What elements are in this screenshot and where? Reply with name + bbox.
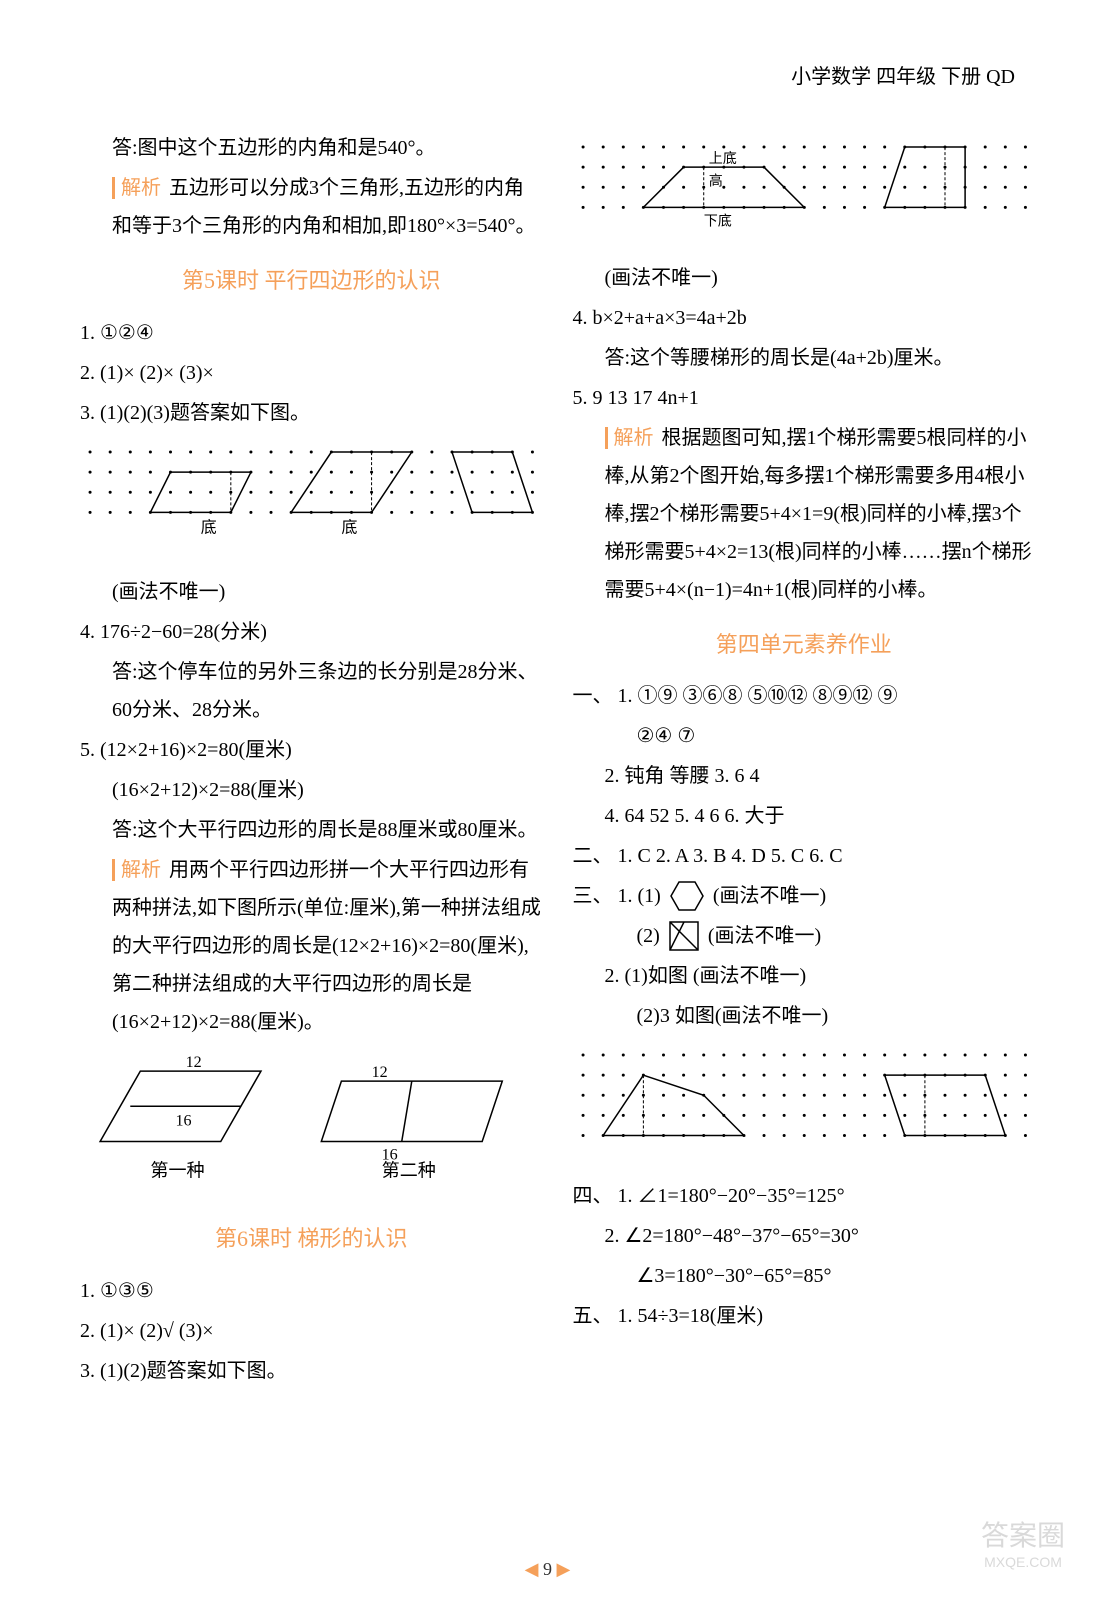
text-line: 答:图中这个五边形的内角和是540°。	[80, 129, 543, 167]
list-item: 一、 1. ①⑨ ③⑥⑧ ⑤⑩⑫ ⑧⑨⑫ ⑨	[573, 677, 1036, 715]
list-item: 4. 176÷2−60=28(分米)	[80, 613, 543, 651]
analysis-label: 解析	[112, 177, 161, 199]
text-line: 2. (1)如图 (画法不唯一)	[573, 957, 1036, 995]
svg-text:16: 16	[176, 1113, 192, 1130]
section-title-lesson5: 第5课时 平行四边形的认识	[80, 260, 543, 302]
page-number-value: 9	[543, 1559, 552, 1579]
svg-text:12: 12	[186, 1054, 202, 1071]
left-column: 答:图中这个五边形的内角和是540°。 解析五边形可以分成3个三角形,五边形的内…	[80, 129, 543, 1392]
list-item: 二、 1. C 2. A 3. B 4. D 5. C 6. C	[573, 837, 1036, 875]
text-line: 答:这个等腰梯形的周长是(4a+2b)厘米。	[573, 339, 1036, 377]
text-line: 4. 64 52 5. 4 6 6. 大于	[573, 797, 1036, 835]
text-line: 五边形可以分成3个三角形,五边形的内角和等于3个三角形的内角和相加,即180°×…	[112, 177, 536, 237]
text-line: (16×2+12)×2=88(厘米)	[80, 771, 543, 809]
content-columns: 答:图中这个五边形的内角和是540°。 解析五边形可以分成3个三角形,五边形的内…	[80, 129, 1035, 1392]
text-line: (2)	[637, 917, 660, 955]
watermark-sub: MXQE.COM	[981, 1554, 1065, 1570]
list-item: 四、 1. ∠1=180°−20°−35°=125°	[573, 1177, 1036, 1215]
diagram-note: (画法不唯一)	[80, 573, 543, 611]
analysis-block: 解析五边形可以分成3个三角形,五边形的内角和等于3个三角形的内角和相加,即180…	[80, 169, 543, 245]
text-line: 三、 1. (1)	[573, 877, 661, 915]
list-item: 3. (1)(2)题答案如下图。	[80, 1352, 543, 1390]
svg-text:底: 底	[341, 518, 357, 536]
svg-text:第一种: 第一种	[150, 1161, 204, 1181]
text-line: 2. 钝角 等腰 3. 6 4	[573, 757, 1036, 795]
analysis-block: 解析根据题图可知,摆1个梯形需要5根同样的小棒,从第2个图开始,每多摆1个梯形需…	[573, 419, 1036, 609]
analysis-label: 解析	[605, 427, 654, 449]
hexagon-icon	[667, 878, 707, 914]
dot-grid-answer-diagram	[573, 1045, 1036, 1156]
list-item: 五、 1. 54÷3=18(厘米)	[573, 1297, 1036, 1335]
list-item: 5. (12×2+16)×2=80(厘米)	[80, 731, 543, 769]
text-line: ②④ ⑦	[573, 717, 1036, 755]
list-item: (2) (画法不唯一)	[573, 917, 1036, 955]
svg-text:底: 底	[201, 518, 217, 536]
analysis-block: 解析用两个平行四边形拼一个大平行四边形有两种拼法,如下图所示(单位:厘米),第一…	[80, 851, 543, 1041]
diagram-note: (画法不唯一)	[573, 259, 1036, 297]
text-line: 答:这个大平行四边形的周长是88厘米或80厘米。	[80, 811, 543, 849]
watermark-main: 答案圈	[981, 1520, 1065, 1551]
trapezoid-dot-diagram: 上底 高 下底	[573, 137, 1036, 238]
list-item: 5. 9 13 17 4n+1	[573, 379, 1036, 417]
triangle-right-icon: ▶	[557, 1559, 571, 1579]
list-item: 4. b×2+a+a×3=4a+2b	[573, 299, 1036, 337]
page-header: 小学数学 四年级 下册 QD	[80, 60, 1035, 89]
text-line: ∠3=180°−30°−65°=85°	[573, 1257, 1036, 1295]
parallelogram-diagram: 12 16 12 16 第一种 第二种	[80, 1051, 543, 1182]
list-item: 1. ①②④	[80, 314, 543, 352]
page-number: ◀ 9 ▶	[0, 1559, 1095, 1580]
section-title-lesson6: 第6课时 梯形的认识	[80, 1218, 543, 1260]
analysis-label: 解析	[112, 859, 161, 881]
text-line: (画法不唯一)	[708, 917, 821, 955]
svg-text:高: 高	[708, 172, 722, 189]
text-line: 用两个平行四边形拼一个大平行四边形有两种拼法,如下图所示(单位:厘米),第一种拼…	[112, 859, 541, 1033]
square-diagonal-icon	[666, 918, 702, 954]
svg-text:上底: 上底	[708, 151, 736, 167]
text-line: 2. ∠2=180°−48°−37°−65°=30°	[573, 1217, 1036, 1255]
dot-grid-diagram: 底 底	[80, 442, 543, 553]
list-item: 2. (1)× (2)× (3)×	[80, 354, 543, 392]
list-item: 3. (1)(2)(3)题答案如下图。	[80, 394, 543, 432]
text-line: 答:这个停车位的另外三条边的长分别是28分米、60分米、28分米。	[80, 653, 543, 729]
watermark: 答案圈 MXQE.COM	[981, 1514, 1065, 1570]
svg-text:下底: 下底	[703, 213, 731, 229]
right-column: 上底 高 下底 (画法不唯一) 4. b×2+a+a×3=4a+2b 答:这个等…	[573, 129, 1036, 1392]
svg-text:12: 12	[372, 1065, 388, 1082]
section-title-unit4: 第四单元素养作业	[573, 624, 1036, 666]
triangle-left-icon: ◀	[525, 1559, 539, 1579]
list-item: 1. ①③⑤	[80, 1272, 543, 1310]
svg-text:第二种: 第二种	[382, 1161, 436, 1181]
list-item: 2. (1)× (2)√ (3)×	[80, 1312, 543, 1350]
text-line: (2)3 如图(画法不唯一)	[573, 997, 1036, 1035]
text-line: 根据题图可知,摆1个梯形需要5根同样的小棒,从第2个图开始,每多摆1个梯形需要多…	[605, 427, 1032, 601]
list-item: 三、 1. (1) (画法不唯一)	[573, 877, 1036, 915]
text-line: (画法不唯一)	[713, 877, 826, 915]
